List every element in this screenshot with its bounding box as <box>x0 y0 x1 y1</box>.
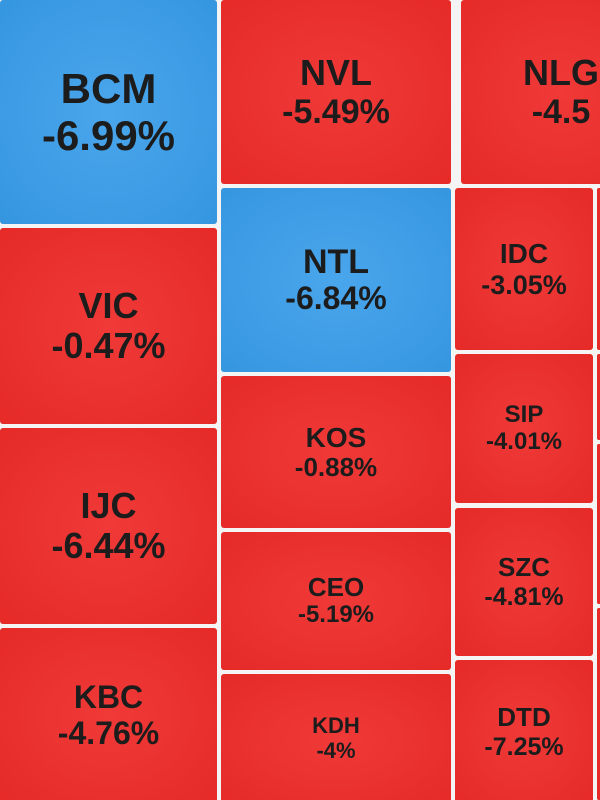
change-label: -5.19% <box>297 601 375 629</box>
tile[interactable]: IDC -3.05% <box>455 188 593 350</box>
tile[interactable]: CEO -5.19% <box>221 532 451 670</box>
ticker-label: VIC <box>78 284 139 326</box>
change-label: -6.44% <box>51 525 166 566</box>
tile-sliver <box>597 354 600 440</box>
change-label: -6.99% <box>41 112 176 159</box>
change-label: -6.84% <box>285 280 387 317</box>
change-label: -5.49% <box>282 93 390 132</box>
tile[interactable]: DTD -7.25% <box>455 660 593 800</box>
ticker-label: CEO <box>307 572 365 602</box>
ticker-label: SIP <box>504 400 544 428</box>
change-label: -0.88% <box>294 452 378 483</box>
ticker-label: DTD <box>497 702 551 733</box>
tile-sliver <box>597 444 600 604</box>
tile-sliver <box>597 608 600 800</box>
change-label: -4% <box>316 738 356 763</box>
change-label: -3.05% <box>481 269 567 300</box>
tile[interactable]: SZC -4.81% <box>455 508 593 656</box>
tile[interactable]: NLG -4.5 <box>461 0 600 184</box>
ticker-label: NVL <box>300 51 372 93</box>
change-label: -4.5 <box>531 93 591 132</box>
tile[interactable]: IJC -6.44% <box>0 428 217 624</box>
tile[interactable]: KDH -4% <box>221 674 451 800</box>
ticker-label: SZC <box>498 552 550 583</box>
ticker-label: NTL <box>302 243 370 282</box>
ticker-label: KOS <box>305 421 367 453</box>
tile[interactable]: NTL -6.84% <box>221 188 451 372</box>
ticker-label: IJC <box>80 484 137 526</box>
ticker-label: KDH <box>312 713 360 739</box>
tile-sliver <box>597 188 600 350</box>
tile[interactable]: BCM -6.99% <box>0 0 217 224</box>
tile[interactable]: SIP -4.01% <box>455 354 593 503</box>
ticker-label: IDC <box>499 238 549 270</box>
ticker-label: NLG <box>523 51 599 93</box>
ticker-label: KBC <box>73 679 144 716</box>
change-label: -4.01% <box>485 427 563 455</box>
tile[interactable]: KBC -4.76% <box>0 628 217 800</box>
change-label: -4.81% <box>484 582 564 611</box>
change-label: -0.47% <box>51 325 166 366</box>
tile[interactable]: VIC -0.47% <box>0 228 217 424</box>
change-label: -4.76% <box>57 715 160 751</box>
tile[interactable]: KOS -0.88% <box>221 376 451 528</box>
change-label: -7.25% <box>484 732 564 761</box>
tile[interactable]: NVL -5.49% <box>221 0 451 184</box>
ticker-label: BCM <box>60 64 157 112</box>
